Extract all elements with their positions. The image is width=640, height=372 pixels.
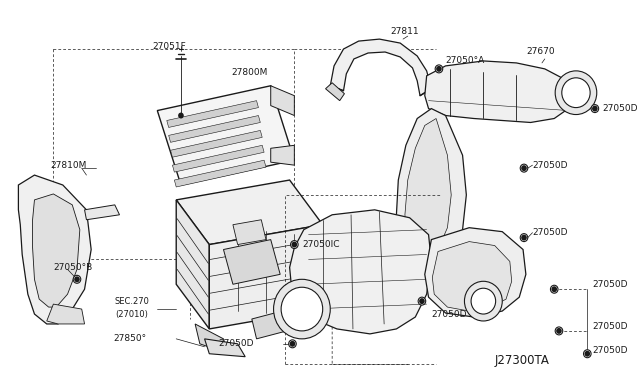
Text: 27050D: 27050D [431,310,467,318]
Text: 27670: 27670 [526,46,554,55]
Text: 27050°B: 27050°B [53,263,93,272]
Text: 27051F: 27051F [152,42,186,51]
Circle shape [591,105,598,113]
Circle shape [552,286,557,292]
Polygon shape [271,86,294,116]
Polygon shape [223,240,280,284]
Circle shape [293,243,296,246]
Circle shape [291,241,297,247]
Text: 27050IC: 27050IC [302,240,339,249]
Text: (27010): (27010) [115,310,148,318]
Circle shape [556,328,562,334]
Circle shape [289,340,296,348]
Circle shape [291,241,298,248]
Circle shape [592,106,598,112]
Circle shape [273,279,330,339]
Circle shape [553,288,556,291]
Circle shape [436,66,442,72]
Polygon shape [252,309,294,339]
Polygon shape [19,175,91,324]
Circle shape [555,71,596,115]
Circle shape [76,278,79,281]
Circle shape [281,287,323,331]
Circle shape [584,351,590,357]
Polygon shape [205,339,245,357]
Polygon shape [425,61,573,122]
Text: SEC.270: SEC.270 [115,296,150,306]
Polygon shape [323,225,342,264]
Text: 27050D: 27050D [592,323,628,331]
Text: 27050D: 27050D [219,339,254,348]
Text: 27850°: 27850° [113,334,146,343]
Circle shape [74,276,80,282]
Circle shape [435,65,443,73]
Circle shape [584,350,591,358]
Circle shape [521,165,527,171]
Text: J27300TA: J27300TA [495,354,550,367]
Text: 27050°A: 27050°A [445,57,485,65]
Circle shape [290,341,295,347]
Circle shape [420,299,423,303]
Circle shape [586,352,589,355]
Text: 27050D: 27050D [532,228,568,237]
Circle shape [550,285,558,293]
Circle shape [562,78,590,108]
Circle shape [555,327,563,335]
Polygon shape [433,241,512,311]
Circle shape [465,281,502,321]
Circle shape [520,234,528,241]
Circle shape [521,235,527,241]
Polygon shape [170,131,262,157]
Polygon shape [330,39,431,96]
Polygon shape [195,324,228,354]
Circle shape [291,342,294,345]
Circle shape [523,167,525,170]
Circle shape [557,330,561,333]
Circle shape [418,297,426,305]
Text: 27050D: 27050D [592,346,628,355]
Text: 27810M: 27810M [51,161,87,170]
Polygon shape [169,116,260,142]
Polygon shape [176,180,323,244]
Circle shape [178,113,184,119]
Text: 27800M: 27800M [231,68,268,77]
Text: 27050D: 27050D [602,104,638,113]
Polygon shape [167,101,259,128]
Polygon shape [172,145,264,172]
Polygon shape [271,145,294,165]
Polygon shape [425,228,526,317]
Polygon shape [47,304,84,324]
Polygon shape [176,200,209,329]
Circle shape [73,275,81,283]
Polygon shape [33,194,80,307]
Polygon shape [233,220,266,244]
Circle shape [593,107,596,110]
Polygon shape [157,86,294,185]
Circle shape [471,288,495,314]
Circle shape [419,298,425,304]
Polygon shape [326,83,344,101]
Text: 27050D: 27050D [532,161,568,170]
Polygon shape [174,160,266,187]
Polygon shape [290,210,431,334]
Polygon shape [209,225,323,329]
Text: 27050D: 27050D [592,280,628,289]
Polygon shape [405,119,451,257]
Circle shape [523,236,525,239]
Polygon shape [396,109,467,267]
Text: 27811: 27811 [391,27,419,36]
Circle shape [438,67,440,70]
Polygon shape [84,205,120,220]
Circle shape [520,164,528,172]
